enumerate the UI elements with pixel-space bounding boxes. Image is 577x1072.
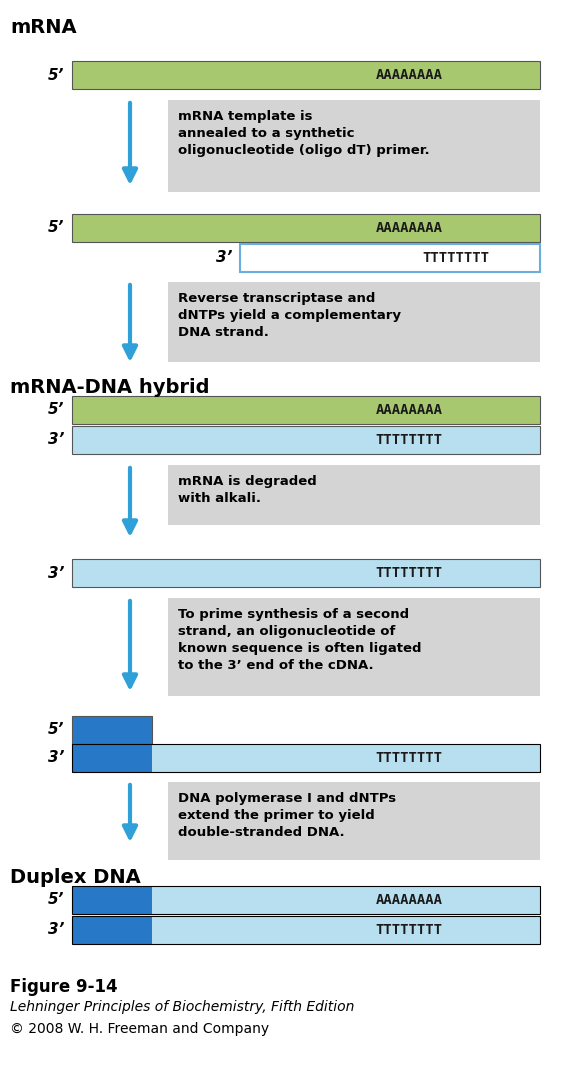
Text: DNA polymerase I and dNTPs
extend the primer to yield
double-stranded DNA.: DNA polymerase I and dNTPs extend the pr… bbox=[178, 792, 396, 839]
Text: 5’: 5’ bbox=[48, 221, 64, 236]
Text: 3’: 3’ bbox=[48, 566, 64, 581]
Text: mRNA is degraded
with alkali.: mRNA is degraded with alkali. bbox=[178, 475, 317, 505]
Text: AAAAAAAA: AAAAAAAA bbox=[376, 221, 443, 235]
Bar bbox=[72, 885, 540, 914]
Text: 3’: 3’ bbox=[48, 432, 64, 447]
Bar bbox=[72, 716, 152, 744]
Text: mRNA template is
annealed to a synthetic
oligonucleotide (oligo dT) primer.: mRNA template is annealed to a synthetic… bbox=[178, 110, 430, 157]
Text: 5’: 5’ bbox=[48, 68, 64, 83]
Text: To prime synthesis of a second
strand, an oligonucleotide of
known sequence is o: To prime synthesis of a second strand, a… bbox=[178, 608, 422, 672]
Text: TTTTTTTT: TTTTTTTT bbox=[376, 433, 443, 447]
Bar bbox=[168, 282, 540, 362]
Text: 3’: 3’ bbox=[48, 750, 64, 765]
Bar bbox=[72, 885, 152, 914]
Text: AAAAAAAA: AAAAAAAA bbox=[376, 68, 443, 81]
Text: 5’: 5’ bbox=[48, 893, 64, 908]
Text: AAAAAAAA: AAAAAAAA bbox=[376, 893, 443, 907]
Bar bbox=[72, 744, 540, 772]
Text: mRNA-DNA hybrid: mRNA-DNA hybrid bbox=[10, 378, 209, 397]
Text: AAAAAAAA: AAAAAAAA bbox=[376, 403, 443, 417]
Bar bbox=[72, 396, 540, 425]
Bar bbox=[72, 915, 152, 944]
Text: TTTTTTTT: TTTTTTTT bbox=[376, 751, 443, 765]
Bar bbox=[72, 915, 540, 944]
Bar bbox=[240, 244, 540, 272]
Bar bbox=[168, 781, 540, 860]
Bar bbox=[152, 744, 540, 772]
Bar bbox=[72, 559, 540, 587]
Bar bbox=[168, 598, 540, 696]
Bar bbox=[72, 214, 540, 242]
Text: Duplex DNA: Duplex DNA bbox=[10, 868, 141, 887]
Text: TTTTTTTT: TTTTTTTT bbox=[376, 923, 443, 937]
Text: 3’: 3’ bbox=[48, 923, 64, 938]
Text: TTTTTTTT: TTTTTTTT bbox=[422, 251, 489, 265]
Text: 5’: 5’ bbox=[48, 402, 64, 417]
Text: TTTTTTTT: TTTTTTTT bbox=[376, 566, 443, 580]
Text: © 2008 W. H. Freeman and Company: © 2008 W. H. Freeman and Company bbox=[10, 1022, 269, 1036]
Text: mRNA: mRNA bbox=[10, 18, 77, 38]
Bar bbox=[152, 915, 540, 944]
Text: 5’: 5’ bbox=[48, 723, 64, 738]
Bar bbox=[168, 100, 540, 192]
Bar bbox=[72, 744, 152, 772]
Bar bbox=[72, 426, 540, 455]
Text: 3’: 3’ bbox=[216, 251, 232, 266]
Bar bbox=[152, 885, 540, 914]
Text: Figure 9-14: Figure 9-14 bbox=[10, 978, 118, 996]
Bar bbox=[72, 61, 540, 89]
Text: Lehninger Principles of Biochemistry, Fifth Edition: Lehninger Principles of Biochemistry, Fi… bbox=[10, 1000, 354, 1014]
Text: Reverse transcriptase and
dNTPs yield a complementary
DNA strand.: Reverse transcriptase and dNTPs yield a … bbox=[178, 292, 401, 339]
Bar bbox=[168, 465, 540, 525]
